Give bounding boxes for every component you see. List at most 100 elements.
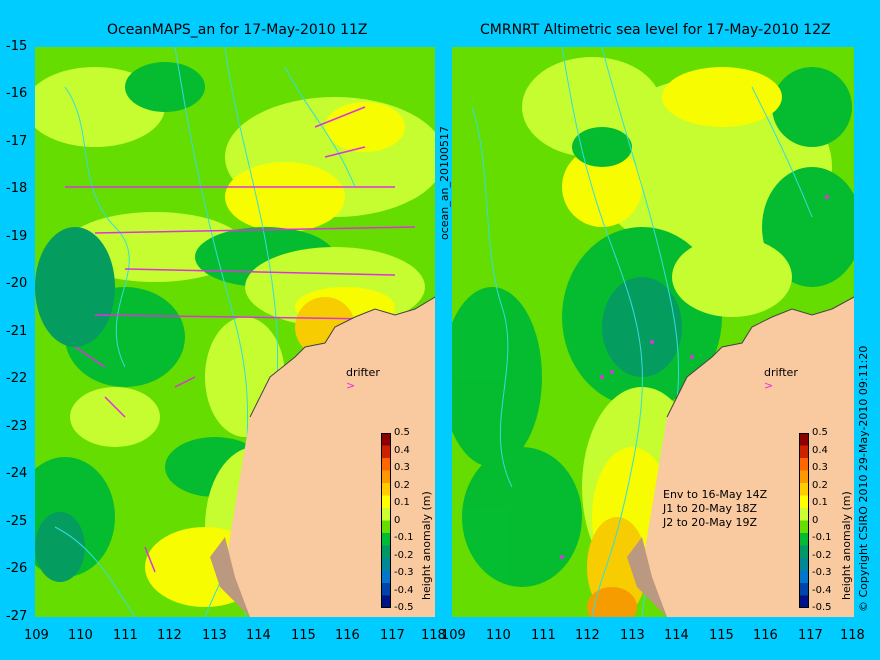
colorbar-swatch	[381, 495, 391, 509]
right-track-points	[560, 195, 829, 559]
colorbar-tick-label: -0.1	[812, 532, 832, 543]
colorbar-tick-label: -0.5	[394, 602, 414, 613]
colorbar-swatch	[799, 495, 809, 509]
colorbar-swatch	[381, 433, 391, 446]
left-map	[35, 47, 435, 617]
left-drifter-label: drifter >	[346, 366, 380, 392]
colorbar-swatch	[381, 470, 391, 484]
colorbar-swatch	[799, 445, 809, 459]
colorbar-swatch	[799, 595, 809, 608]
colorbar-swatch	[799, 583, 809, 596]
right-drifter-label: drifter >	[764, 366, 798, 392]
lat-tick: -27	[6, 609, 28, 624]
lon-tick: 111	[113, 628, 138, 643]
colorbar-tick-label: 0.3	[812, 462, 828, 473]
lat-tick: -17	[6, 134, 28, 149]
colorbar-tick-label: 0.3	[394, 462, 410, 473]
lon-tick: 113	[620, 628, 645, 643]
altimetry-notes: Env to 16-May 14Z J1 to 20-May 18Z J2 to…	[663, 488, 767, 530]
colorbar-tick-label: -0.1	[394, 532, 414, 543]
lon-tick: 114	[664, 628, 689, 643]
colorbar-tick-label: 0	[812, 514, 819, 526]
colorbar-swatch	[381, 445, 391, 459]
lon-tick: 110	[486, 628, 511, 643]
colorbar-tick-label: 0.5	[394, 427, 410, 438]
left-panel-title: OceanMAPS_an for 17-May-2010 11Z	[107, 22, 368, 38]
right-sea-level-field	[452, 57, 854, 617]
note-line: J2 to 20-May 19Z	[663, 516, 758, 529]
colorbar-tick-label: 0.5	[812, 427, 828, 438]
colorbar-swatch	[799, 520, 809, 534]
lat-tick: -18	[6, 181, 28, 196]
colorbar-swatch	[381, 558, 391, 571]
lon-tick: 111	[531, 628, 556, 643]
colorbar-swatch	[381, 533, 391, 546]
lon-tick: 113	[202, 628, 227, 643]
note-line: J1 to 20-May 18Z	[663, 502, 758, 515]
colorbar-tick-label: 0.2	[812, 479, 828, 491]
lat-tick: -21	[6, 324, 28, 339]
colorbar-tick-label: 0.2	[394, 479, 410, 491]
lat-tick: -23	[6, 419, 28, 434]
colorbar-swatch	[381, 483, 391, 496]
colorbar-tick-label: 0.4	[812, 444, 828, 456]
colorbar-swatch	[799, 470, 809, 484]
lon-tick: 117	[380, 628, 405, 643]
lat-tick: -25	[6, 514, 28, 529]
colorbar-swatch	[381, 520, 391, 534]
colorbar-swatch	[799, 483, 809, 496]
lat-tick: -20	[6, 276, 28, 291]
lon-tick: 116	[335, 628, 360, 643]
lon-tick: 109	[441, 628, 466, 643]
colorbar-swatch	[381, 508, 391, 521]
colorbar-swatch	[799, 533, 809, 546]
note-line: Env to 16-May 14Z	[663, 488, 768, 501]
colorbar-tick-label: -0.4	[394, 584, 414, 596]
colorbar-border	[799, 433, 809, 608]
left-colorbar-scale	[381, 433, 391, 608]
colorbar-swatch	[799, 545, 809, 559]
copyright-text: © Copyright CSIRO 2010 29-May-2010 09:11…	[857, 345, 870, 612]
colorbar-tick-label: -0.3	[812, 567, 832, 578]
left-colorbar-label: height anomaly (m)	[420, 491, 433, 600]
colorbar-swatch	[799, 558, 809, 571]
lon-tick: 109	[24, 628, 49, 643]
colorbar-swatch	[381, 545, 391, 559]
lat-tick: -16	[6, 86, 28, 101]
colorbar-tick-label: -0.2	[394, 549, 414, 561]
lon-tick: 118	[421, 628, 446, 643]
colorbar-tick-label: 0.4	[394, 444, 410, 456]
lat-tick: -24	[6, 466, 28, 481]
lon-tick: 117	[798, 628, 823, 643]
colorbar-tick-label: -0.2	[812, 549, 832, 561]
colorbar-tick-label: 0	[394, 514, 401, 526]
colorbar-tick-label: 0.1	[394, 497, 410, 508]
lat-tick: -26	[6, 561, 28, 576]
lon-tick: 115	[709, 628, 734, 643]
right-map	[452, 47, 854, 617]
right-colorbar-label: height anomaly (m)	[840, 491, 853, 600]
lat-tick: -15	[6, 39, 28, 54]
lon-tick: 116	[753, 628, 778, 643]
left-current-arrows	[65, 106, 416, 573]
lon-tick: 114	[246, 628, 271, 643]
colorbar-swatch	[799, 433, 809, 446]
right-colorbar-scale	[799, 433, 809, 608]
lon-tick: 112	[157, 628, 182, 643]
colorbar-swatch	[381, 595, 391, 608]
colorbar-tick-label: -0.5	[812, 602, 832, 613]
colorbar-swatch	[381, 458, 391, 471]
lon-tick: 112	[575, 628, 600, 643]
lon-tick: 110	[68, 628, 93, 643]
lon-tick: 118	[840, 628, 865, 643]
lat-tick: -19	[6, 229, 28, 244]
run-id-label: ocean_an_20100517	[438, 126, 451, 240]
right-panel-title: CMRNRT Altimetric sea level for 17-May-2…	[480, 22, 831, 38]
colorbar-swatch	[799, 508, 809, 521]
colorbar-tick-label: 0.1	[812, 497, 828, 508]
colorbar-tick-label: -0.3	[394, 567, 414, 578]
colorbar-border	[381, 433, 391, 608]
colorbar-swatch	[799, 570, 809, 584]
colorbar-swatch	[381, 570, 391, 584]
lon-tick: 115	[291, 628, 316, 643]
